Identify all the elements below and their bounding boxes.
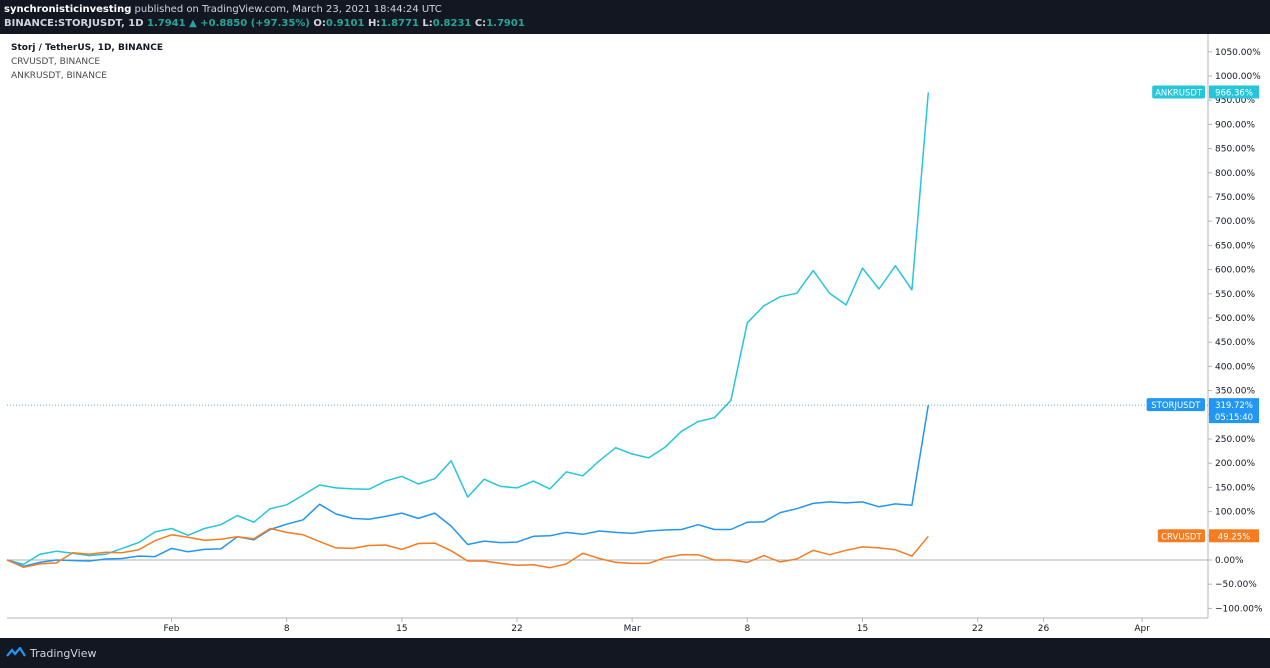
y-tick-label: 950.00% xyxy=(1215,96,1255,106)
price-label-storjusdt[interactable]: STORJUSDT 319.72% 05:15:40 xyxy=(1146,398,1259,424)
price-label-value: 49.25% xyxy=(1218,532,1250,542)
change-arrow-icon: ▲ xyxy=(189,18,197,29)
publish-header: synchronisticinvesting published on Trad… xyxy=(0,0,1270,34)
open-value: 0.9101 xyxy=(325,18,365,29)
author-name[interactable]: synchronisticinvesting xyxy=(4,4,132,15)
tradingview-logo-icon[interactable] xyxy=(6,647,26,659)
price-label-value-box xyxy=(1209,398,1259,424)
x-tick-label: 8 xyxy=(284,624,290,634)
price-label-ankrusdt[interactable]: ANKRUSDT 966.36% xyxy=(1152,85,1259,99)
y-tick-label: 800.00% xyxy=(1215,169,1255,179)
x-tick-label: Apr xyxy=(1134,624,1150,634)
published-text: published on TradingView.com, March 23, … xyxy=(134,4,442,15)
price-label-name: CRVUSDT xyxy=(1161,532,1202,542)
price-label-value-box xyxy=(1209,85,1259,99)
y-tick-label: 650.00% xyxy=(1215,241,1255,251)
open-label: O: xyxy=(313,18,326,29)
x-tick-label: 22 xyxy=(972,624,983,634)
series-line-ankrusdt[interactable] xyxy=(6,92,930,566)
symbol-info: BINANCE:STORJUSDT, 1D 1.7941 ▲ +0.8850 (… xyxy=(4,18,525,29)
price-change: +0.8850 (+97.35%) xyxy=(200,18,310,29)
x-tick-label: Mar xyxy=(624,624,641,634)
last-price: 1.7941 xyxy=(146,18,186,29)
y-tick-label: 350.00% xyxy=(1215,387,1255,397)
high-value: 1.8771 xyxy=(380,18,419,29)
x-tick-label: 22 xyxy=(511,624,522,634)
x-tick-label: 15 xyxy=(857,624,868,634)
price-label-name-box xyxy=(1152,85,1205,99)
price-label-name-box xyxy=(1157,529,1205,543)
low-label: L: xyxy=(422,18,433,29)
y-tick-label: 550.00% xyxy=(1215,290,1255,300)
y-tick-label: 150.00% xyxy=(1215,483,1255,493)
y-tick-label: 450.00% xyxy=(1215,338,1255,348)
price-label-name: ANKRUSDT xyxy=(1155,88,1203,98)
x-tick-label: 8 xyxy=(744,624,750,634)
y-tick-label: 0.00% xyxy=(1215,556,1244,566)
y-tick-label: 700.00% xyxy=(1215,217,1255,227)
price-label-value: 966.36% xyxy=(1215,88,1253,98)
x-tick-label: 15 xyxy=(396,624,407,634)
y-tick-label: 850.00% xyxy=(1215,145,1255,155)
price-label-name: STORJUSDT xyxy=(1151,401,1201,411)
series-line-crvusdt[interactable] xyxy=(6,527,929,569)
price-label-value-box xyxy=(1209,529,1259,543)
y-tick-label: 400.00% xyxy=(1215,362,1255,372)
x-tick-label: Feb xyxy=(164,624,180,634)
price-label-crvusdt[interactable]: CRVUSDT 49.25% xyxy=(1157,529,1259,543)
price-label-name-box xyxy=(1146,398,1205,412)
x-tick-label: 26 xyxy=(1038,624,1050,634)
low-value: 0.8231 xyxy=(432,18,472,29)
y-tick-label: 200.00% xyxy=(1215,459,1255,469)
y-tick-label: 1000.00% xyxy=(1215,72,1261,82)
y-tick-label: 600.00% xyxy=(1215,266,1255,276)
close-value: 1.7901 xyxy=(486,18,525,29)
y-tick-label: −50.00% xyxy=(1215,580,1257,590)
y-tick-label: 900.00% xyxy=(1215,120,1255,130)
y-tick-label: 750.00% xyxy=(1215,193,1255,203)
y-tick-label: 500.00% xyxy=(1215,314,1255,324)
legend-compare-ankr[interactable]: ANKRUSDT, BINANCE xyxy=(11,71,107,81)
high-label: H: xyxy=(367,18,381,29)
legend-compare-crv[interactable]: CRVUSDT, BINANCE xyxy=(11,57,101,67)
symbol-name: BINANCE:STORJUSDT, 1D xyxy=(4,18,144,29)
chart-legend: Storj / TetherUS, 1D, BINANCE CRVUSDT, B… xyxy=(11,41,163,83)
legend-main-symbol[interactable]: Storj / TetherUS, 1D, BINANCE xyxy=(11,43,163,53)
close-label: C: xyxy=(474,18,487,29)
price-label-value: 319.72% xyxy=(1215,401,1253,411)
y-tick-label: 250.00% xyxy=(1215,435,1255,445)
publish-info: synchronisticinvesting published on Trad… xyxy=(4,4,442,15)
y-tick-label: −100.00% xyxy=(1215,604,1263,614)
chart-frame xyxy=(0,34,1270,638)
footer-bar: TradingView xyxy=(0,638,1270,668)
price-label-countdown: 05:15:40 xyxy=(1215,413,1253,423)
series-line-storjusdt[interactable] xyxy=(6,404,930,568)
y-tick-label: 100.00% xyxy=(1215,508,1255,518)
tradingview-brand[interactable]: TradingView xyxy=(30,647,97,660)
y-tick-label: 1050.00% xyxy=(1215,48,1261,58)
